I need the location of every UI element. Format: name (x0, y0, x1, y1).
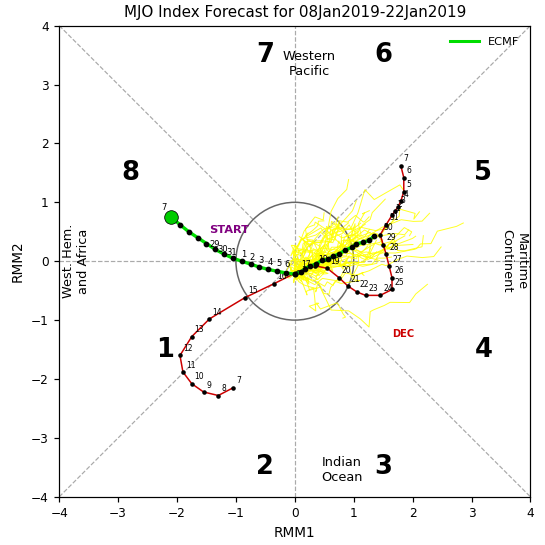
Text: 27: 27 (392, 255, 402, 264)
Text: 8: 8 (121, 160, 139, 186)
Text: 3: 3 (401, 196, 405, 205)
Text: 5: 5 (276, 259, 281, 268)
Text: 2: 2 (257, 455, 274, 480)
Text: 6: 6 (407, 166, 411, 175)
Text: West. Hem.
and Africa: West. Hem. and Africa (62, 224, 90, 299)
Text: 24: 24 (383, 284, 393, 293)
X-axis label: RMM1: RMM1 (274, 526, 316, 541)
Y-axis label: RMM2: RMM2 (11, 240, 25, 282)
Text: 2: 2 (398, 200, 403, 209)
Text: 16: 16 (277, 272, 287, 281)
Text: 5: 5 (407, 180, 411, 189)
Text: 18: 18 (318, 255, 328, 264)
Text: 1: 1 (156, 337, 174, 362)
Text: 9: 9 (207, 380, 211, 390)
Text: 4: 4 (267, 258, 272, 267)
Text: START: START (209, 225, 250, 235)
Text: Western
Pacific: Western Pacific (283, 50, 336, 78)
Text: 14: 14 (213, 307, 222, 317)
Text: 8: 8 (221, 384, 226, 393)
Text: Maritime
Continent: Maritime Continent (500, 229, 528, 293)
Text: 12: 12 (183, 344, 192, 353)
Text: 7: 7 (257, 42, 274, 68)
Text: 20: 20 (342, 267, 352, 275)
Text: 30: 30 (217, 245, 228, 253)
Text: 22: 22 (360, 281, 369, 289)
Text: 25: 25 (395, 278, 404, 287)
Text: 10: 10 (195, 372, 204, 381)
Text: 5: 5 (474, 160, 492, 186)
Text: 3: 3 (258, 256, 264, 265)
Text: 26: 26 (395, 267, 404, 275)
Text: 21: 21 (351, 275, 360, 283)
Text: 19: 19 (330, 257, 340, 266)
Text: 1: 1 (241, 251, 246, 259)
Text: 28: 28 (389, 243, 398, 252)
Text: 30: 30 (383, 223, 393, 232)
Title: MJO Index Forecast for 08Jan2019-22Jan2019: MJO Index Forecast for 08Jan2019-22Jan20… (124, 4, 466, 20)
Text: 31: 31 (389, 213, 399, 222)
Text: 13: 13 (195, 325, 204, 334)
Text: DEC: DEC (392, 329, 414, 338)
Text: 6: 6 (374, 42, 392, 68)
Text: 2: 2 (250, 253, 255, 262)
Text: 23: 23 (368, 284, 378, 293)
Text: 7: 7 (404, 154, 409, 164)
Text: 4: 4 (404, 190, 409, 199)
Text: 1: 1 (395, 204, 399, 213)
Text: 29: 29 (209, 240, 220, 250)
Text: 15: 15 (248, 286, 257, 295)
Text: 29: 29 (386, 233, 396, 243)
Text: 31: 31 (227, 247, 237, 257)
Text: Indian
Ocean: Indian Ocean (321, 456, 362, 485)
Text: 7: 7 (161, 203, 166, 213)
Text: 4: 4 (474, 337, 492, 362)
Text: 3: 3 (374, 455, 392, 480)
Text: 11: 11 (186, 361, 195, 370)
Legend: ECMF: ECMF (445, 31, 525, 53)
Text: 7: 7 (236, 377, 241, 385)
Text: 17: 17 (301, 261, 310, 269)
Text: 6: 6 (284, 261, 290, 269)
